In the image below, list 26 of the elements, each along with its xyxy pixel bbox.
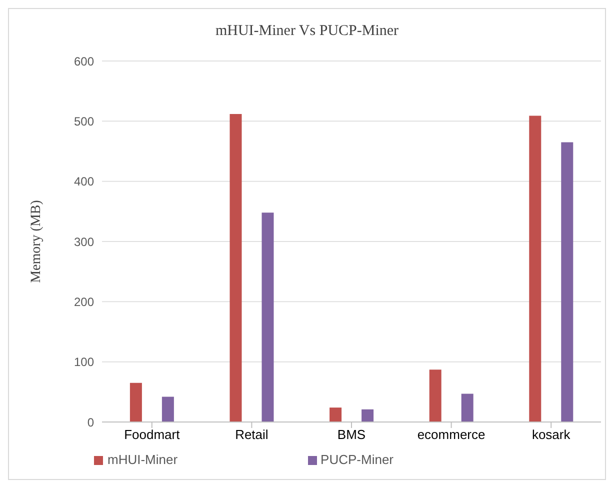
- y-tick-label: 0: [87, 415, 94, 430]
- bar: [529, 116, 542, 422]
- y-tick-label: 400: [74, 174, 94, 189]
- bar: [362, 409, 374, 422]
- legend-label: mHUI-Miner: [107, 452, 178, 467]
- bar: [561, 142, 574, 422]
- bar: [162, 396, 174, 422]
- bar: [130, 382, 142, 422]
- x-tick-label: BMS: [337, 427, 366, 442]
- bar: [230, 114, 242, 422]
- legend-label: PUCP-Miner: [320, 452, 394, 467]
- y-tick-label: 600: [74, 54, 94, 68]
- x-tick-label: kosark: [532, 427, 571, 442]
- y-tick-label: 200: [74, 294, 94, 309]
- bar: [262, 212, 274, 422]
- y-tick-label: 500: [74, 114, 94, 128]
- y-tick-label: 100: [74, 355, 94, 370]
- bar: [429, 370, 442, 422]
- chart-title: mHUI-Miner Vs PUCP-Miner: [214, 23, 400, 40]
- bar: [330, 408, 342, 422]
- x-tick-label: Retail: [235, 427, 268, 442]
- y-axis-title: Memory (MB): [28, 200, 44, 283]
- x-tick-label: Foodmart: [124, 427, 180, 442]
- y-tick-label: 300: [74, 234, 94, 249]
- bar: [461, 394, 474, 422]
- x-tick-label: ecommerce: [417, 427, 486, 442]
